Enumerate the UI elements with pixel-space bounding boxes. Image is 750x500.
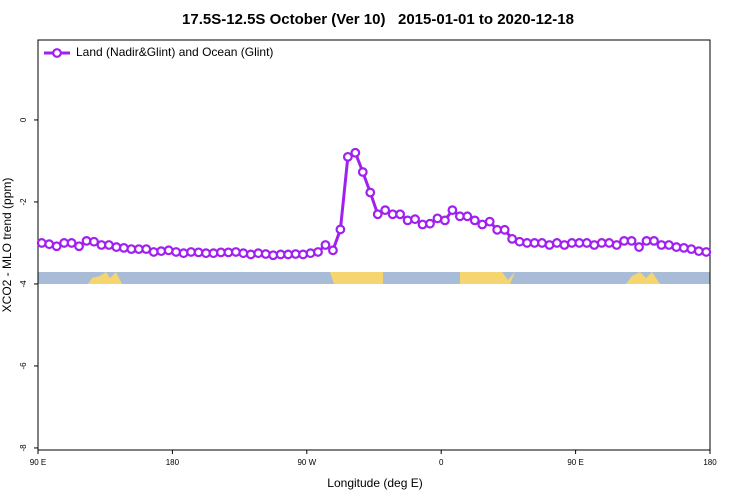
y-tick-label: 0 <box>19 117 28 122</box>
data-point <box>230 247 241 257</box>
data-point <box>447 205 458 216</box>
x-tick-label: 90 W <box>297 458 316 467</box>
data-point <box>626 235 637 246</box>
data-point <box>238 248 249 259</box>
data-point <box>342 151 353 162</box>
x-tick-label: 90 E <box>30 458 46 467</box>
data-point <box>514 236 525 247</box>
data-point <box>701 247 712 257</box>
data-point <box>260 249 271 259</box>
x-tick-label: 180 <box>703 458 717 467</box>
chart-title: 17.5S-12.5S October (Ver 10) 2015-01-01 … <box>182 11 574 28</box>
data-point <box>66 238 77 248</box>
data-point <box>634 242 644 252</box>
data-point <box>410 214 420 225</box>
y-tick-label: -8 <box>19 444 28 452</box>
data-point <box>350 147 361 158</box>
data-point <box>372 209 383 220</box>
x-tick-label: 180 <box>166 458 180 467</box>
data-point <box>328 245 338 256</box>
land-mask <box>38 272 710 284</box>
data-point <box>402 215 413 226</box>
data-point <box>425 218 435 229</box>
x-tick-label: 90 E <box>567 458 583 467</box>
data-point <box>649 235 659 246</box>
land-patch <box>88 272 122 284</box>
land-patch <box>626 272 660 284</box>
data-point <box>320 240 331 250</box>
land-patch <box>460 272 515 284</box>
data-point <box>36 238 47 248</box>
y-axis-label: XCO2 - MLO trend (ppm) <box>0 178 14 313</box>
data-point <box>462 211 473 222</box>
data-point <box>357 167 368 177</box>
data-point <box>51 241 62 252</box>
data-point <box>171 247 182 257</box>
data-point <box>245 249 256 260</box>
data-point <box>74 241 84 252</box>
legend-label: Land (Nadir&Glint) and Ocean (Glint) <box>76 45 273 59</box>
data-point <box>313 247 323 257</box>
data-point <box>89 236 99 247</box>
x-axis-label: Longitude (deg E) <box>327 476 422 490</box>
data-point <box>335 224 346 235</box>
data-point <box>395 209 406 220</box>
data-point <box>380 205 391 216</box>
data-point <box>178 248 189 259</box>
legend-marker <box>52 48 62 58</box>
y-tick-label: -6 <box>19 362 28 370</box>
data-point <box>118 242 129 253</box>
data-point <box>611 240 622 250</box>
data-point <box>163 245 174 256</box>
data-point <box>484 216 495 227</box>
data-point <box>305 248 316 259</box>
data-point <box>298 249 308 260</box>
y-tick-label: -4 <box>19 280 28 288</box>
data-point <box>365 187 376 198</box>
data-point <box>678 242 689 253</box>
land-patch <box>330 272 383 284</box>
data-point <box>469 215 480 226</box>
data-point <box>440 215 450 226</box>
data-point <box>499 224 510 235</box>
x-tick-label: 0 <box>439 458 444 467</box>
y-tick-label: -2 <box>19 198 28 206</box>
